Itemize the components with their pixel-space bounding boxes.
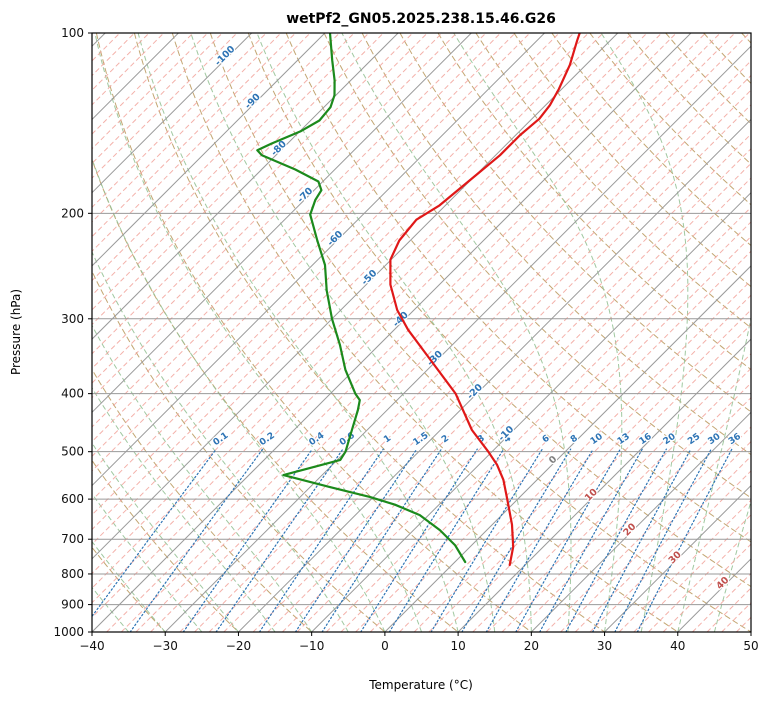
mixing-ratio-label: 10 [589, 432, 605, 447]
plot-border [91, 32, 752, 633]
dry-adiabat-lines [92, 33, 751, 632]
x-tick-label: −10 [299, 639, 324, 653]
x-axis-label: Temperature (°C) [368, 678, 473, 692]
isotherm-label: -60 [325, 228, 345, 248]
mixing-ratio-label: 20 [662, 432, 678, 447]
mixing-ratio-label: 0.1 [212, 431, 231, 448]
x-tick-label: −20 [226, 639, 251, 653]
x-tick-label: 50 [743, 639, 758, 653]
x-tick-label: 0 [381, 639, 389, 653]
isotherm-label: 0 [547, 454, 560, 467]
isotherm-lines-minor [92, 33, 751, 632]
isobar-lines [92, 33, 751, 632]
isotherm-label: 30 [667, 549, 684, 566]
y-tick-label: 300 [61, 312, 84, 326]
isotherm-label: -50 [359, 268, 379, 288]
isotherm-lines-major [92, 33, 751, 632]
dewpoint-curve [256, 33, 467, 564]
x-tick-label: 10 [450, 639, 465, 653]
y-tick-label: 400 [61, 387, 84, 401]
y-tick-label: 600 [61, 492, 84, 506]
x-tick-label: −30 [153, 639, 178, 653]
y-tick-label: 900 [61, 598, 84, 612]
isotherm-label: -100 [213, 43, 238, 68]
x-axis-ticks: −40 −30 −20 −10 0 10 20 30 40 50 [79, 632, 759, 653]
mixing-ratio-label: 30 [706, 432, 722, 447]
mixing-ratio-label: 1 [382, 434, 393, 446]
y-tick-label: 500 [61, 445, 84, 459]
moist-adiabat-lines [92, 33, 751, 632]
isotherm-label: -70 [295, 185, 315, 205]
y-tick-label: 700 [61, 532, 84, 546]
isotherm-label: 20 [621, 521, 638, 538]
x-tick-label: 30 [597, 639, 612, 653]
y-axis-label: Pressure (hPa) [9, 289, 23, 375]
y-tick-label: 800 [61, 567, 84, 581]
mixing-ratio-label: 6 [541, 434, 552, 446]
mixing-ratio-label: 0.4 [308, 431, 327, 448]
y-tick-label: 1000 [53, 625, 84, 639]
chart-generated-layers: 0.1 0.2 0.4 0.6 1 1.5 2 3 4 6 8 10 13 16 20 25 30 36-100-… [53, 26, 759, 653]
y-axis-ticks: 100 200 300 400 500 600 700 800 900 1000 [53, 26, 92, 639]
x-tick-label: 20 [524, 639, 539, 653]
isotherm-label: -20 [465, 382, 485, 402]
isotherm-label: -40 [391, 309, 411, 329]
mixing-ratio-label: 8 [569, 434, 580, 446]
isotherm-label: -90 [243, 91, 263, 111]
y-tick-label: 200 [61, 206, 84, 220]
chart-title: wetPf2_GN05.2025.238.15.46.G26 [286, 11, 556, 27]
temperature-curve [389, 33, 581, 567]
y-tick-label: 100 [61, 26, 84, 40]
x-tick-label: 40 [670, 639, 685, 653]
mixing-ratio-label: 16 [638, 432, 654, 447]
mixing-ratio-lines [92, 448, 733, 632]
x-tick-label: −40 [79, 639, 104, 653]
